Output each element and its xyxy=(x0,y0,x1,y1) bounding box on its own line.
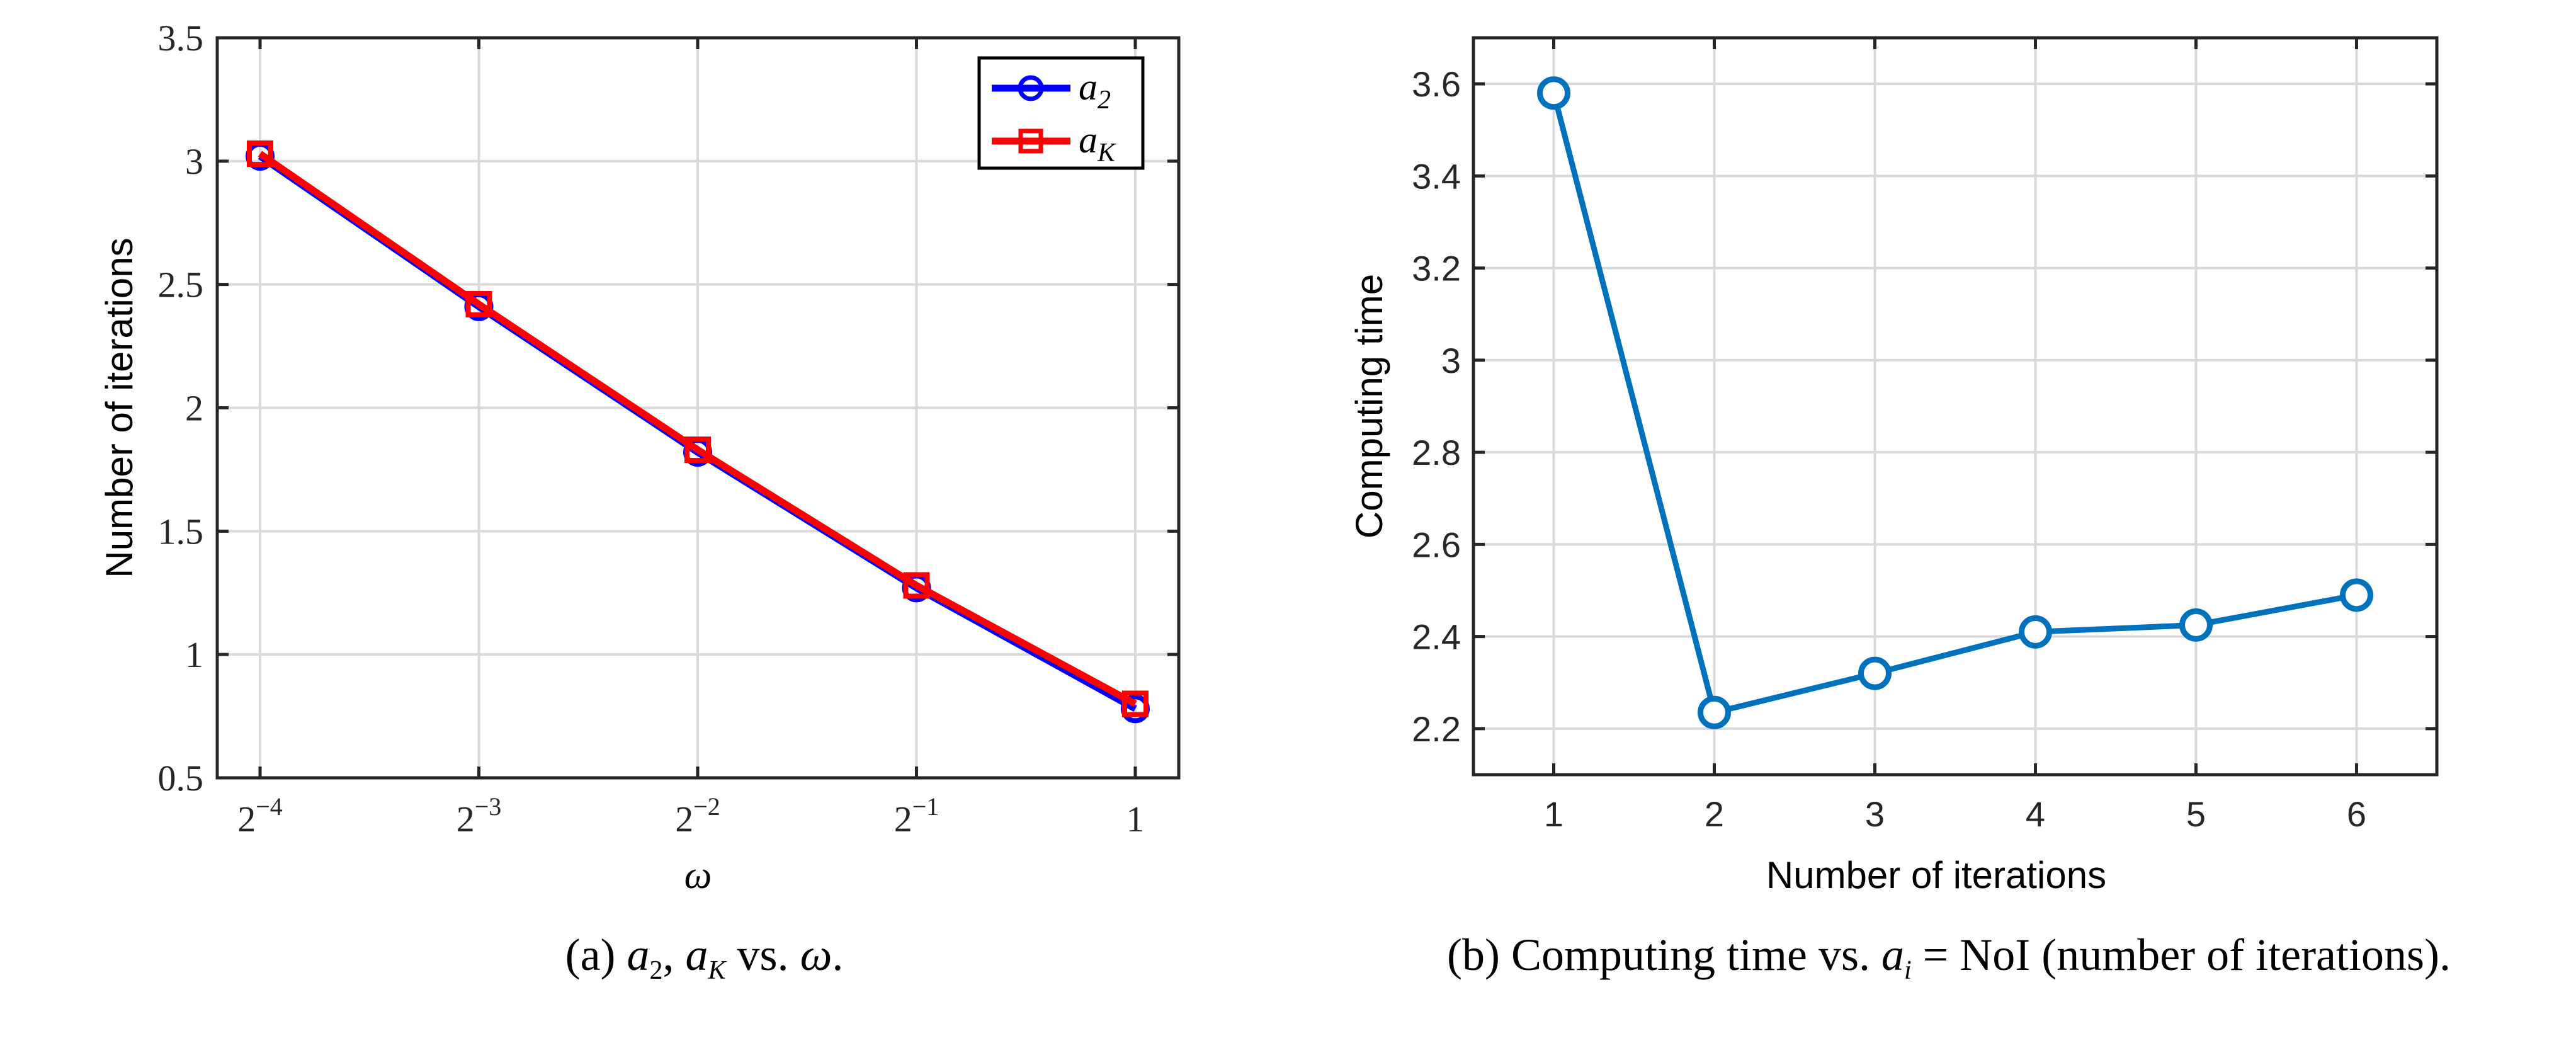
chart-a-y-tick-label: 1.5 xyxy=(158,511,204,552)
chart-b-y-tick-label: 2.4 xyxy=(1412,617,1461,657)
chart-b-y-tick-labels: 2.2 2.4 2.6 2.8 3 3.2 3.4 3.6 xyxy=(1412,64,1461,749)
chart-a-y-tick-label: 0.5 xyxy=(158,758,204,799)
chart-a-y-tick-label: 2 xyxy=(185,388,203,429)
chart-b-x-tick-label: 1 xyxy=(1544,794,1563,834)
chart-b-caption: (b) Computing time vs. ai = NoI (number … xyxy=(1447,930,2451,985)
chart-a-y-tick-label: 1 xyxy=(185,634,203,675)
chart-a-y-tick-label: 3 xyxy=(185,141,203,182)
chart-a-x-axis-label: ω xyxy=(684,854,712,897)
chart-a-y-tick-label: 3.5 xyxy=(158,18,204,59)
chart-b-x-axis-label: Number of iterations xyxy=(1766,854,2106,896)
chart-b-x-tick-label: 2 xyxy=(1705,794,1724,834)
chart-a-x-tick-label: 2−4 xyxy=(237,792,283,840)
chart-a-legend-marker xyxy=(1018,75,1044,101)
chart-a-point xyxy=(684,436,711,464)
chart-b-y-tick-label: 3 xyxy=(1441,341,1461,380)
chart-b-ticks xyxy=(1473,38,2437,775)
chart-b-point xyxy=(1858,656,1892,690)
chart-b-x-tick-label: 6 xyxy=(2347,794,2366,834)
chart-b-point xyxy=(1537,76,1570,110)
chart-a-legend-entry: aK xyxy=(1079,119,1116,168)
chart-a-legend-marker xyxy=(1018,128,1043,154)
chart-b-y-tick-label: 2.6 xyxy=(1412,525,1461,564)
chart-a-x-tick-labels: 2−4 2−3 2−2 2−1 1 xyxy=(237,792,1144,840)
chart-b-y-tick-label: 2.2 xyxy=(1412,709,1461,749)
chart-b-point xyxy=(2019,615,2052,649)
chart-b-y-axis-label: Computing time xyxy=(1348,274,1390,539)
chart-a-x-tick-label: 2−2 xyxy=(675,792,720,840)
chart-a-point xyxy=(1122,690,1149,717)
chart-a-y-tick-label: 2.5 xyxy=(158,265,204,305)
chart-b-x-tick-label: 4 xyxy=(2026,794,2045,834)
chart-b-x-tick-label: 3 xyxy=(1865,794,1885,834)
chart-b: 1 2 3 4 5 6 2.2 2.4 2.6 2.8 3 3.2 3.4 3.6 Computing … xyxy=(1348,36,2451,985)
chart-b-series-line-1 xyxy=(1551,92,2358,715)
chart-a-series-line-2 xyxy=(258,151,1137,707)
chart-a-y-axis-label: Number of iterations xyxy=(98,237,140,578)
chart-b-x-tick-label: 5 xyxy=(2186,794,2206,834)
chart-b-y-tick-label: 2.8 xyxy=(1412,433,1461,472)
chart-a-series xyxy=(246,140,1150,724)
chart-b-frame xyxy=(1472,36,2439,777)
chart-b-series xyxy=(1537,76,2373,729)
chart-a-caption: (a) a2, aK vs. ω. xyxy=(565,930,844,985)
chart-a-y-tick-labels: 0.5 1 1.5 2 2.5 3 3.5 xyxy=(158,18,204,799)
chart-a-x-tick-label: 1 xyxy=(1126,799,1145,840)
chart-b-point xyxy=(1698,695,1731,729)
chart-a: 2−4 2−3 2−2 2−1 1 0.5 1 1.5 2 2.5 3 3.5 Number of … xyxy=(98,18,1181,985)
chart-b-y-tick-label: 3.2 xyxy=(1412,249,1461,288)
chart-a-point xyxy=(465,291,492,317)
chart-b-point xyxy=(2179,608,2213,642)
chart-b-y-tick-label: 3.4 xyxy=(1412,156,1461,196)
chart-b-x-tick-labels: 1 2 3 4 5 6 xyxy=(1544,794,2366,834)
chart-a-ticks xyxy=(217,36,1179,780)
chart-a-point xyxy=(903,572,930,599)
chart-a-x-tick-label: 2−1 xyxy=(894,792,939,840)
chart-a-x-tick-label: 2−3 xyxy=(457,792,502,840)
chart-a-legend-box xyxy=(977,56,1145,170)
chart-b-point xyxy=(2340,578,2373,612)
chart-a-point xyxy=(247,140,273,168)
chart-b-y-tick-label: 3.6 xyxy=(1412,64,1461,104)
chart-a-legend-entry: a2 xyxy=(1079,66,1111,115)
chart-b-grid xyxy=(1473,38,2437,775)
